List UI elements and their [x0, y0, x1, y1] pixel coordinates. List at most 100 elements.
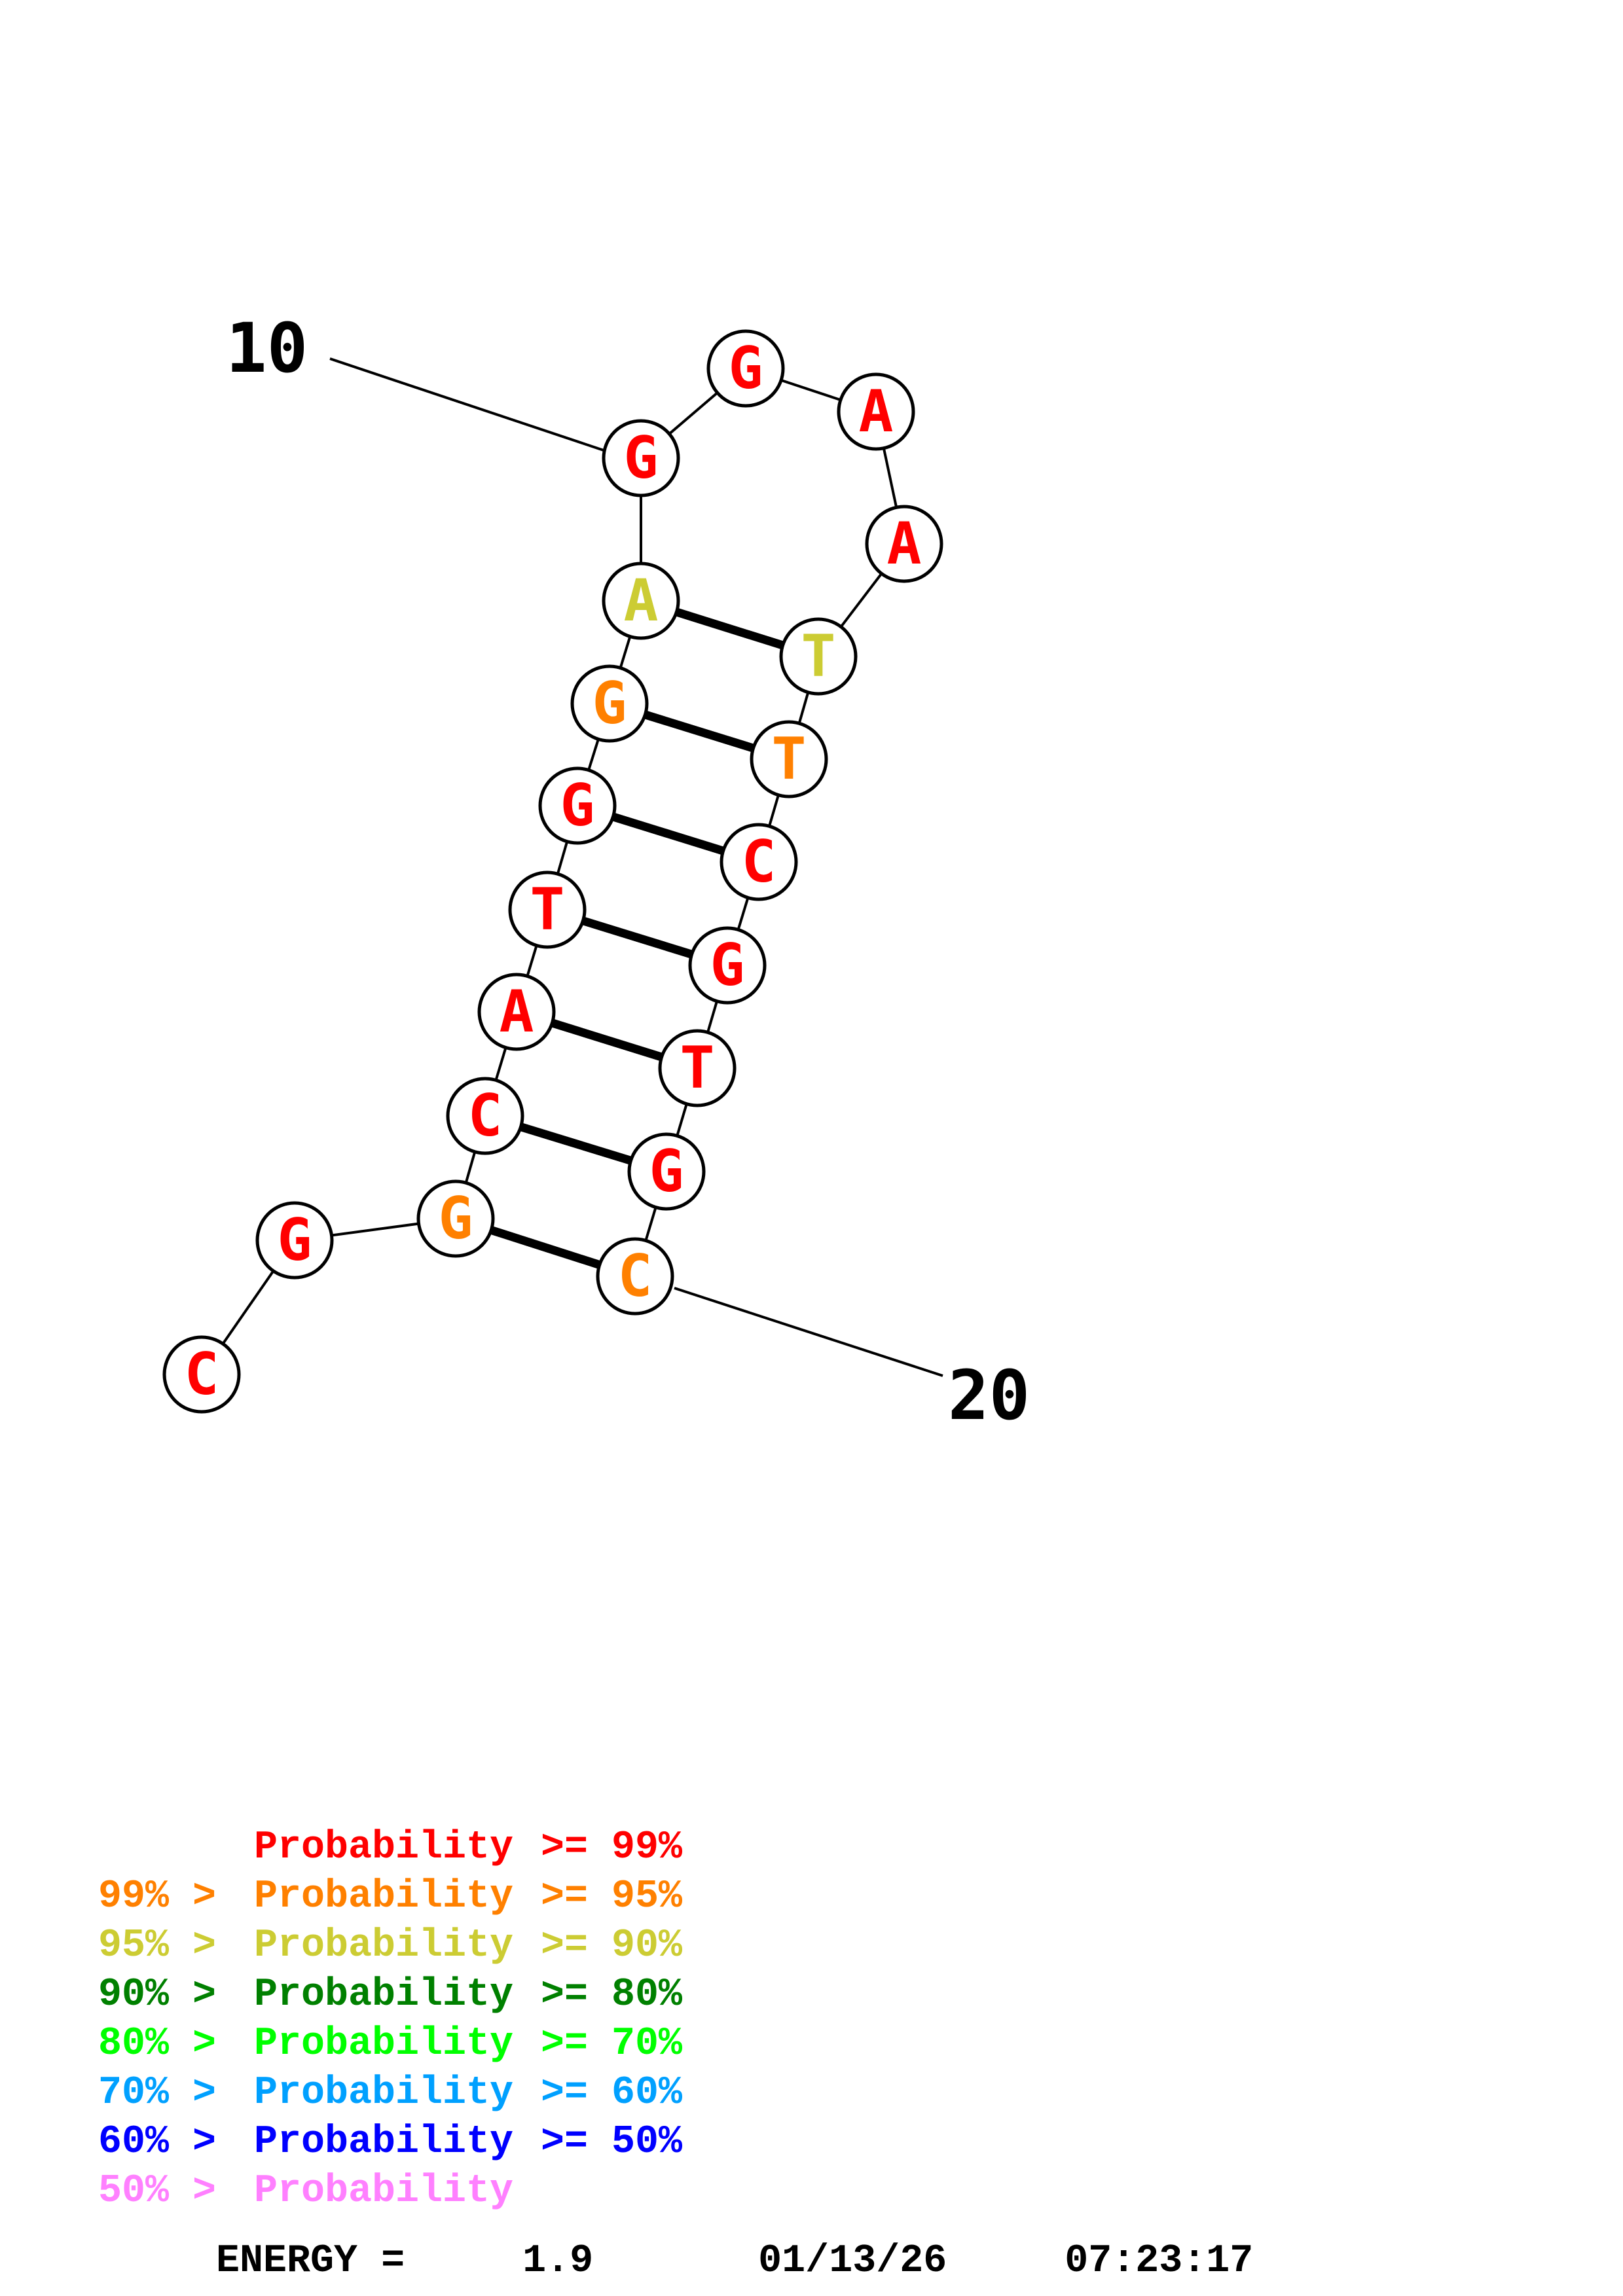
- legend-row: 50% > Probability: [98, 2169, 513, 2214]
- legend-prefix: 50% >: [98, 2169, 216, 2214]
- legend-row: 95% > Probability >= 90%: [98, 1924, 683, 1968]
- legend-label: Probability: [254, 1874, 513, 1919]
- nucleotide: G: [570, 664, 649, 743]
- legend-suffix: >= 50%: [541, 2120, 683, 2164]
- nucleotide-circle: [255, 1201, 334, 1280]
- nucleotide: T: [508, 870, 587, 949]
- legend-row: 90% > Probability >= 80%: [98, 1973, 683, 2017]
- legend-label: Probability: [254, 2169, 513, 2214]
- nucleotide: C: [162, 1335, 241, 1414]
- nucleotide-base: T: [772, 725, 807, 793]
- legend-suffix: >= 70%: [541, 2022, 683, 2066]
- position-label: 20: [948, 1355, 1030, 1435]
- nucleotide-base: A: [624, 567, 659, 634]
- nucleotide-circle: [446, 1077, 524, 1155]
- nucleotide: C: [446, 1077, 524, 1155]
- nucleotide-circle: [508, 870, 587, 949]
- nucleotide-base: A: [500, 978, 534, 1045]
- nucleotide-circle: [416, 1179, 495, 1258]
- nucleotide: A: [477, 973, 556, 1051]
- nucleotide: T: [779, 617, 858, 696]
- nucleotide-base: A: [887, 510, 922, 577]
- nucleotide-base: T: [801, 622, 836, 690]
- nucleotide: A: [865, 505, 943, 583]
- nucleotide-base: C: [468, 1082, 503, 1149]
- legend-prefix: 70% >: [98, 2071, 216, 2115]
- nucleotide: T: [658, 1029, 737, 1107]
- nucleotide-circle: [570, 664, 649, 743]
- nucleotide-base: A: [859, 378, 894, 445]
- legend-suffix: >= 99%: [541, 1825, 683, 1870]
- legend-prefix: 95% >: [98, 1924, 216, 1968]
- legend-label: Probability: [254, 1924, 513, 1968]
- nucleotide: T: [750, 720, 828, 798]
- nucleotide-circle: [837, 372, 915, 451]
- legend-prefix: 99% >: [98, 1874, 216, 1919]
- nucleotide: A: [837, 372, 915, 451]
- nucleotide-circle: [865, 505, 943, 583]
- nucleotide-circle: [688, 926, 767, 1005]
- nucleotide-circle: [602, 562, 680, 640]
- nucleotide-circle: [602, 419, 680, 497]
- position-leader-line: [329, 357, 604, 452]
- nucleotide-circle: [538, 766, 617, 845]
- nucleotide: G: [688, 926, 767, 1005]
- nucleotide: G: [255, 1201, 334, 1280]
- nucleotide-circle: [162, 1335, 241, 1414]
- position-label-layer: 10 20: [226, 308, 1030, 1435]
- position-label: 10: [226, 308, 308, 388]
- nucleotide-base: G: [649, 1138, 684, 1205]
- nucleotide: G: [602, 419, 680, 497]
- legend-row: 60% > Probability >= 50%: [98, 2120, 683, 2164]
- legend-suffix: >= 60%: [541, 2071, 683, 2115]
- nucleotide-base: G: [560, 772, 595, 839]
- footer-time: 07:23:17: [1065, 2239, 1253, 2284]
- nucleotide-base: T: [680, 1034, 715, 1102]
- nucleotide: A: [602, 562, 680, 640]
- nucleotide-circle: [706, 329, 785, 408]
- legend-label: Probability: [254, 1825, 513, 1870]
- footer-date: 01/13/26: [758, 2239, 947, 2284]
- energy-label: ENERGY =: [216, 2239, 405, 2284]
- nucleotide-base: G: [624, 424, 659, 492]
- nucleotide: G: [627, 1132, 706, 1211]
- nucleotide-circle: [658, 1029, 737, 1107]
- nucleotide-circle: [627, 1132, 706, 1211]
- nucleotide: C: [596, 1237, 674, 1316]
- nucleotide: G: [706, 329, 785, 408]
- energy-value: 1.9: [522, 2239, 593, 2284]
- nucleotide-base: G: [278, 1206, 312, 1274]
- legend-prefix: 60% >: [98, 2120, 216, 2164]
- legend-prefix: 80% >: [98, 2022, 216, 2066]
- legend-suffix: >= 90%: [541, 1924, 683, 1968]
- legend-suffix: >= 95%: [541, 1874, 683, 1919]
- nucleotide-circle: [779, 617, 858, 696]
- legend-row: 70% > Probability >= 60%: [98, 2071, 683, 2115]
- probability-legend: Probability >= 99%99% > Probability >= 95%9…: [98, 1825, 683, 2214]
- nucleotide-circle: [720, 823, 798, 901]
- legend-prefix: 90% >: [98, 1973, 216, 2017]
- legend-row: 80% > Probability >= 70%: [98, 2022, 683, 2066]
- position-leader-line: [674, 1287, 943, 1377]
- nucleotide-base: G: [710, 931, 745, 999]
- nucleotide-circle: [750, 720, 828, 798]
- nucleotide-circle: [477, 973, 556, 1051]
- nucleotide-base: G: [729, 334, 763, 402]
- legend-suffix: >= 80%: [541, 1973, 683, 2017]
- legend-label: Probability: [254, 2120, 513, 2164]
- nucleotide: C: [720, 823, 798, 901]
- nucleotide-circle: [596, 1237, 674, 1316]
- nucleotide-base: T: [530, 876, 565, 943]
- legend-row: 99% > Probability >= 95%: [98, 1874, 683, 1919]
- nucleotide-base: C: [618, 1242, 653, 1310]
- nucleotide: G: [416, 1179, 495, 1258]
- energy-footer: ENERGY = 1.9 01/13/26 07:23:17: [98, 2239, 1324, 2284]
- nucleotide-base: C: [742, 828, 776, 895]
- legend-label: Probability: [254, 2071, 513, 2115]
- legend-row: Probability >= 99%: [254, 1825, 683, 1870]
- nucleotide: G: [538, 766, 617, 845]
- nucleotide-base: C: [185, 1340, 219, 1408]
- legend-label: Probability: [254, 1973, 513, 2017]
